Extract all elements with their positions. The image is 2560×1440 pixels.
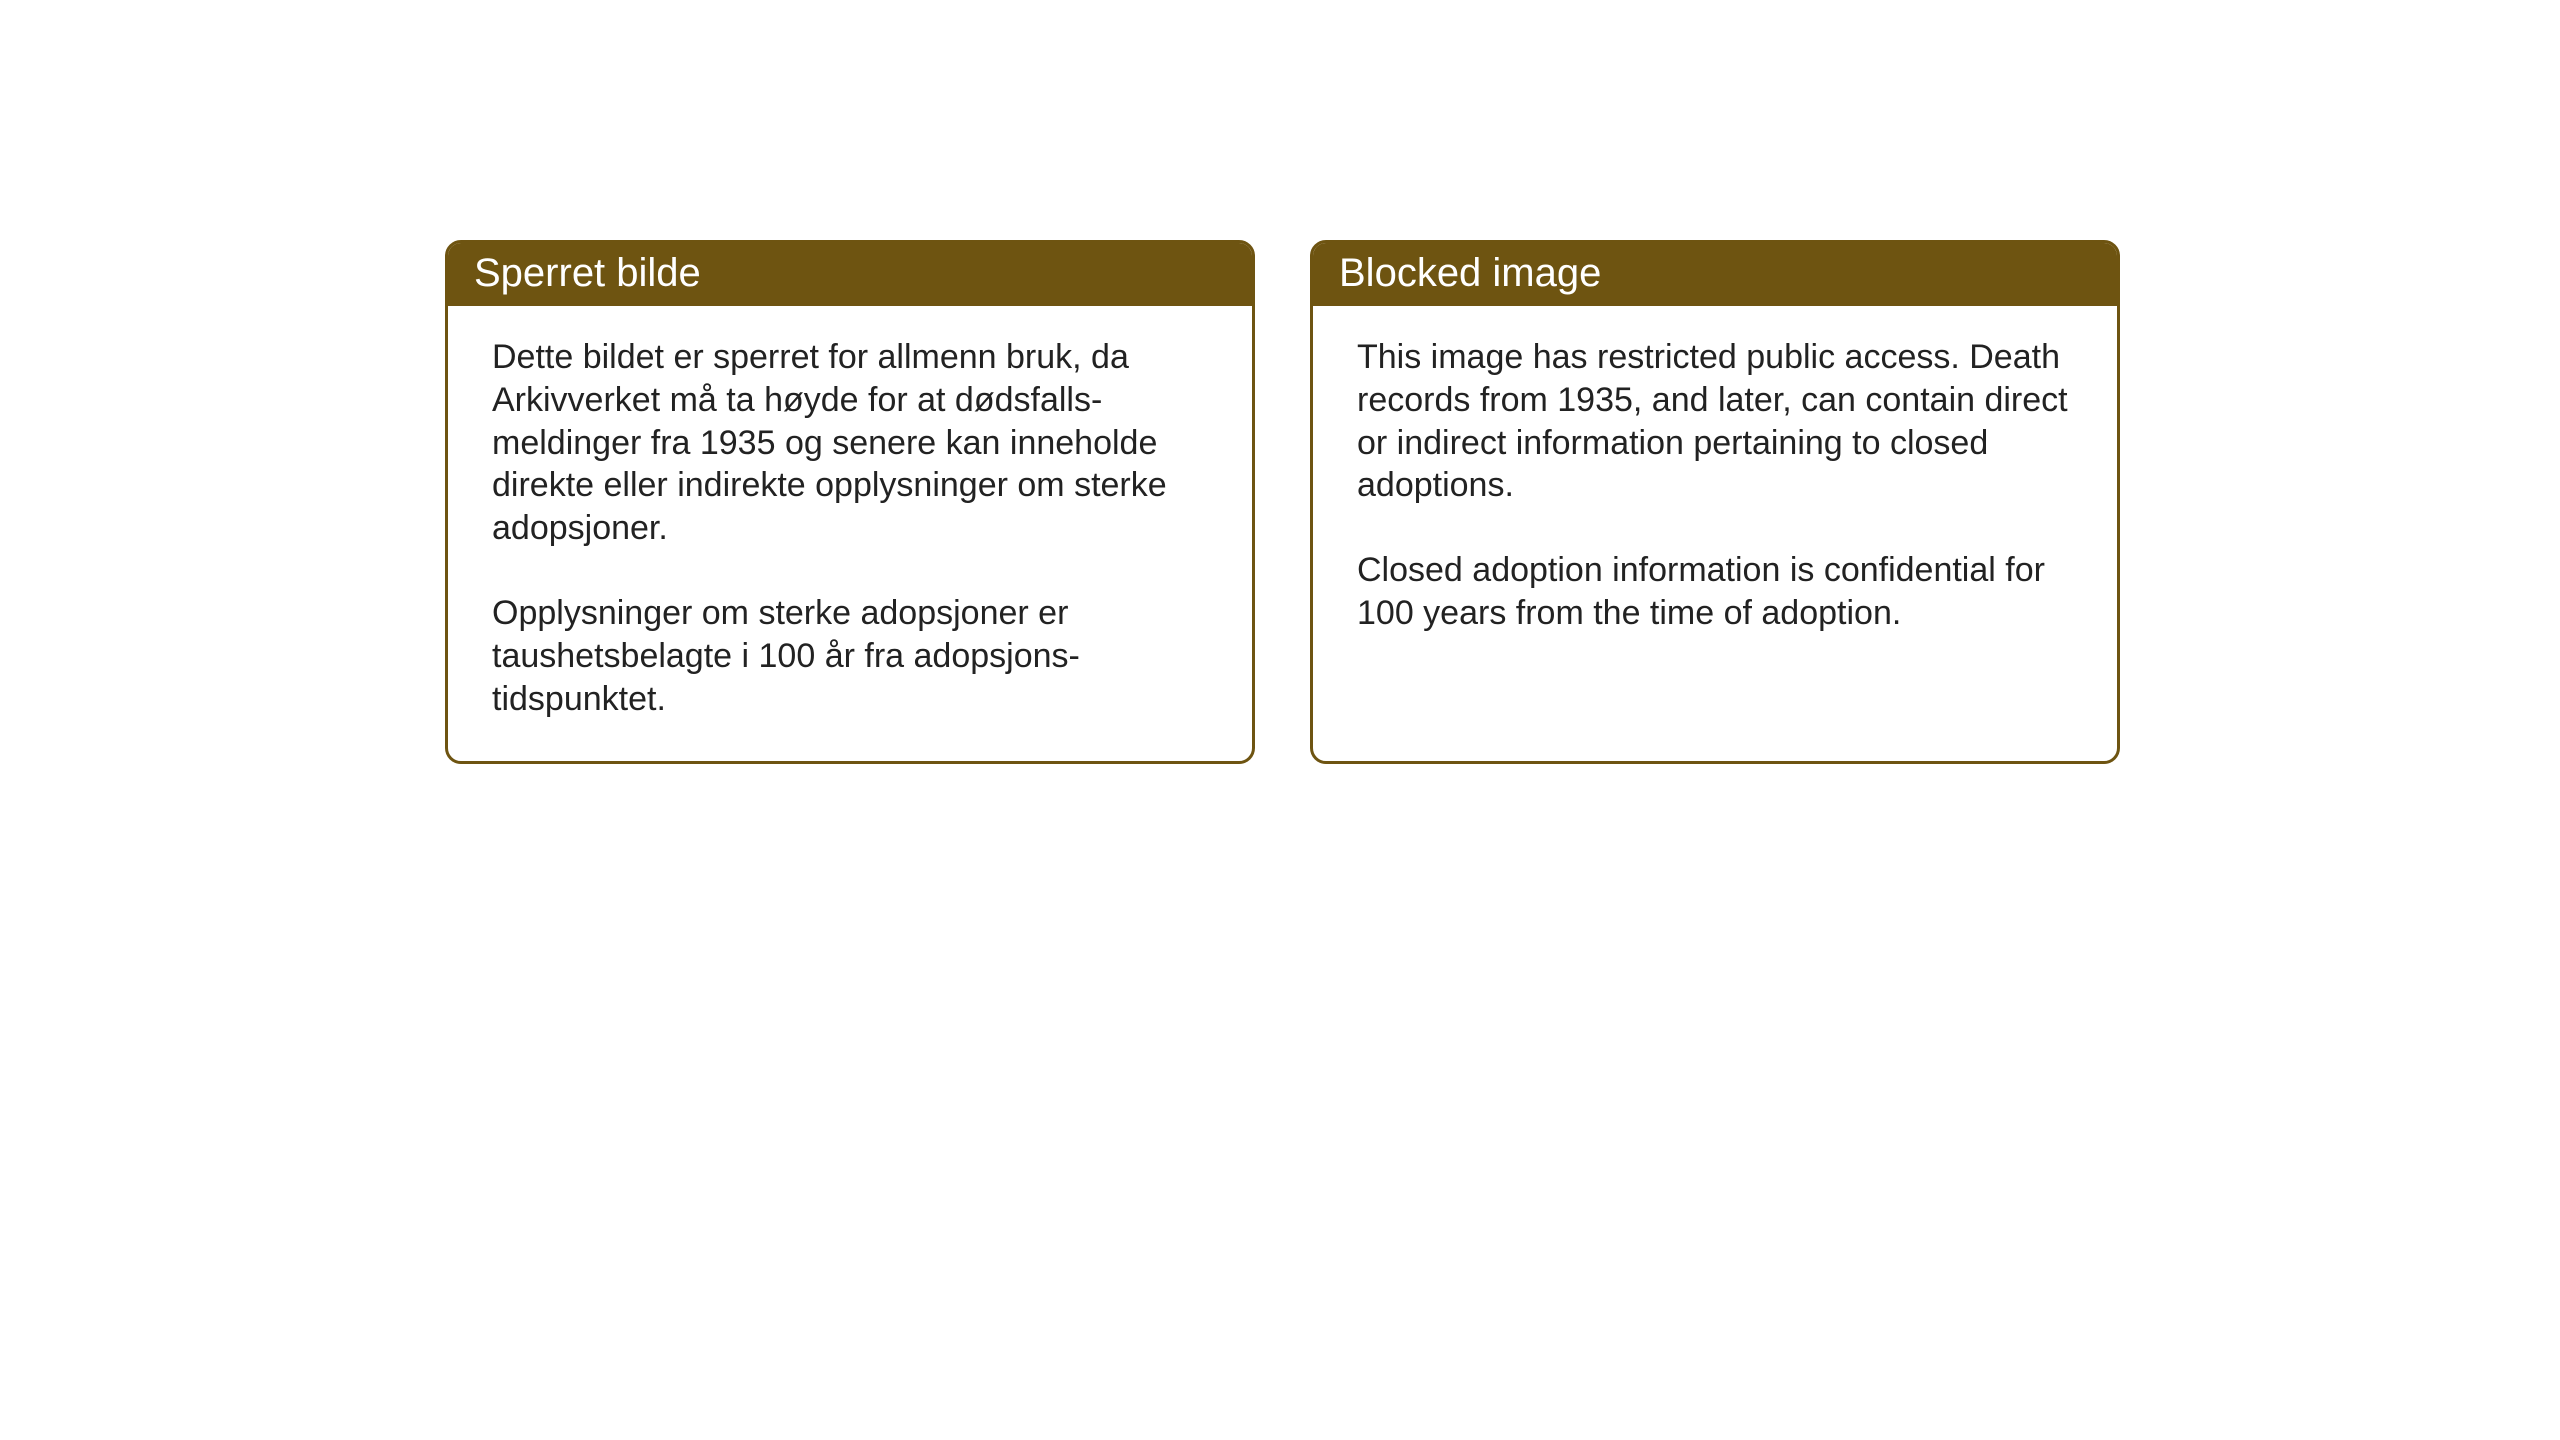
notice-paragraph: This image has restricted public access.… [1357, 336, 2073, 507]
notice-header-norwegian: Sperret bilde [448, 243, 1252, 306]
notice-card-english: Blocked image This image has restricted … [1310, 240, 2120, 764]
notice-card-norwegian: Sperret bilde Dette bildet er sperret fo… [445, 240, 1255, 764]
notice-body-english: This image has restricted public access.… [1313, 306, 2117, 751]
notice-paragraph: Opplysninger om sterke adopsjoner er tau… [492, 592, 1208, 720]
notice-paragraph: Closed adoption information is confident… [1357, 549, 2073, 635]
notice-paragraph: Dette bildet er sperret for allmenn bruk… [492, 336, 1208, 550]
notice-body-norwegian: Dette bildet er sperret for allmenn bruk… [448, 306, 1252, 761]
notice-header-english: Blocked image [1313, 243, 2117, 306]
notice-container: Sperret bilde Dette bildet er sperret fo… [445, 240, 2120, 764]
